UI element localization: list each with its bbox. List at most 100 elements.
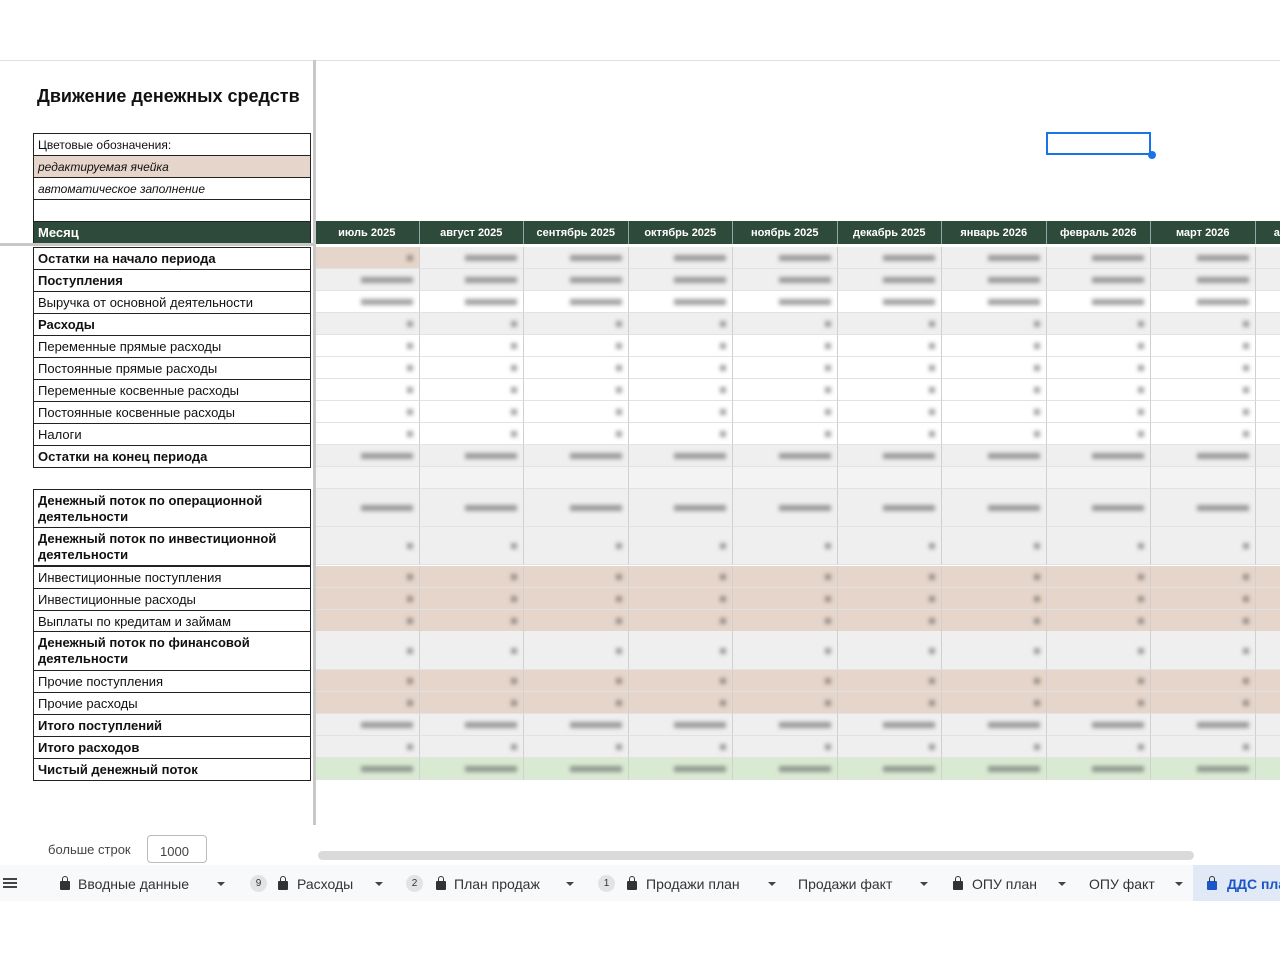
blurred-value [720, 744, 726, 750]
sheet-tab[interactable]: План продаж [454, 876, 540, 892]
cell [837, 736, 942, 758]
column-header: апрель 2026 [1255, 221, 1280, 244]
blurred-value [1138, 431, 1144, 437]
sheet-tab[interactable]: ДДС план [1227, 876, 1280, 892]
lock-icon [436, 876, 446, 890]
tab-menu-arrow[interactable] [920, 882, 928, 886]
blurred-value [824, 700, 831, 706]
cell [315, 357, 420, 379]
sheet-tab[interactable]: ОПУ факт [1089, 876, 1155, 892]
tab-badge: 1 [598, 875, 615, 892]
horizontal-scrollbar[interactable] [318, 851, 1194, 860]
sheet-tab[interactable]: Расходы [297, 876, 354, 892]
tab-menu-arrow[interactable] [1058, 882, 1066, 886]
row-label: Остатки на начало периода [33, 247, 311, 270]
blurred-value [1196, 722, 1249, 728]
cell [733, 467, 838, 489]
blurred-value [883, 766, 935, 772]
blurred-value [987, 722, 1040, 728]
blurred-value [615, 678, 622, 684]
blurred-value [1033, 543, 1040, 549]
sheet-top-border [0, 60, 1280, 61]
sheet-tab[interactable]: Продажи план [646, 876, 740, 892]
lock-icon [953, 876, 963, 890]
blurred-value [987, 299, 1040, 305]
cell [942, 714, 1047, 736]
blurred-value [615, 431, 622, 437]
tab-menu-arrow[interactable] [375, 882, 383, 886]
cell [419, 445, 524, 467]
blurred-value [987, 766, 1040, 772]
tab-menu-arrow[interactable] [217, 882, 225, 886]
tab-menu-arrow[interactable] [1175, 882, 1183, 886]
blurred-value [1138, 409, 1144, 415]
blurred-value [511, 543, 517, 549]
blurred-value [824, 409, 831, 415]
cell [628, 631, 733, 670]
blurred-value [511, 365, 517, 371]
cell [1255, 291, 1280, 313]
blurred-value [929, 543, 935, 549]
blurred-value [1242, 744, 1249, 750]
blurred-value [1196, 255, 1249, 261]
blurred-value [824, 744, 831, 750]
tab-menu-arrow[interactable] [566, 882, 574, 886]
cell [837, 714, 942, 736]
cell [524, 610, 629, 632]
blurred-value [720, 387, 726, 393]
cell [524, 335, 629, 357]
blurred-value [778, 766, 831, 772]
cell [628, 401, 733, 423]
cell [837, 610, 942, 632]
cell [315, 566, 420, 588]
cell [1046, 631, 1151, 670]
blurred-value [674, 277, 726, 283]
blurred-value [720, 343, 726, 349]
cell [524, 291, 629, 313]
cell [524, 692, 629, 714]
cell [315, 423, 420, 445]
cell [524, 588, 629, 610]
sheet-tab[interactable]: Продажи факт [798, 876, 893, 892]
cell [1255, 445, 1280, 467]
sheet-tab[interactable]: Вводные данные [78, 876, 190, 892]
cell [733, 401, 838, 423]
blurred-value [465, 255, 517, 261]
cell [837, 423, 942, 445]
blurred-value [615, 387, 622, 393]
row-label: Итого расходов [33, 736, 311, 759]
row-label: Чистый денежный поток [33, 758, 311, 781]
cell [419, 247, 524, 269]
cell [837, 631, 942, 670]
cell [942, 269, 1047, 291]
blurred-value [1138, 543, 1144, 549]
selected-cell[interactable] [1046, 132, 1151, 155]
cell [628, 445, 733, 467]
blurred-value [1033, 409, 1040, 415]
blurred-value [1138, 596, 1144, 602]
cell [1255, 670, 1280, 692]
sheet-tab[interactable]: ОПУ план [972, 876, 1038, 892]
blurred-value [511, 431, 517, 437]
blurred-value [406, 409, 413, 415]
cell [837, 401, 942, 423]
row-label: Прочие расходы [33, 692, 311, 715]
row-count-input[interactable]: 1000 [147, 835, 207, 863]
cell [628, 670, 733, 692]
all-sheets-menu[interactable] [3, 878, 17, 880]
cell [942, 357, 1047, 379]
frozen-column-divider [313, 60, 316, 825]
cell [1151, 467, 1256, 489]
fill-handle[interactable] [1148, 151, 1156, 159]
cell [315, 335, 420, 357]
tab-menu-arrow[interactable] [768, 882, 776, 886]
blurred-value [406, 387, 413, 393]
blurred-value [1138, 647, 1144, 654]
blurred-value [1242, 321, 1249, 327]
blurred-value [1138, 574, 1144, 580]
cell [1046, 588, 1151, 610]
blurred-value [406, 574, 413, 580]
blurred-value [511, 647, 517, 654]
blurred-value [360, 453, 413, 459]
